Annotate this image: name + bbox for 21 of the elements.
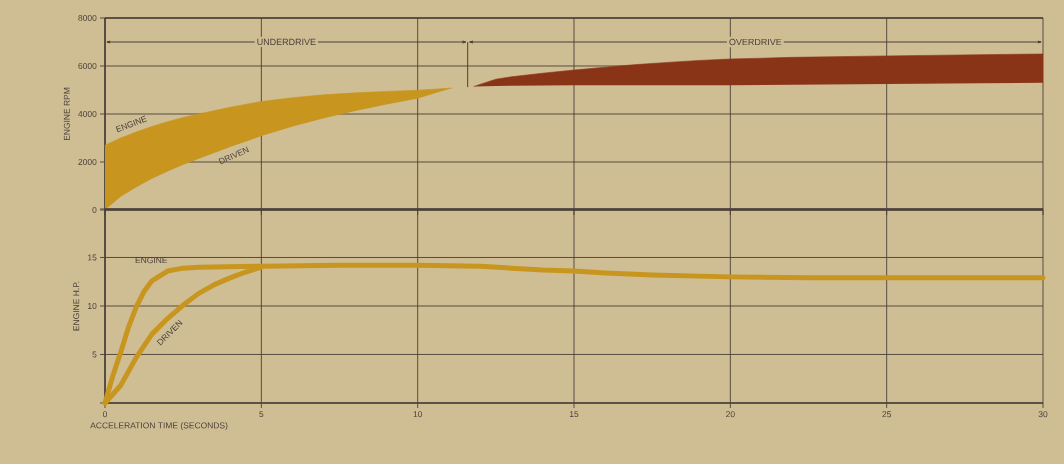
annotation: UNDERDRIVE bbox=[257, 38, 316, 46]
x-tick-label: 15 bbox=[569, 411, 579, 418]
x-tick-label: 5 bbox=[259, 411, 264, 418]
y-tick-label: 0 bbox=[92, 206, 97, 213]
y-tick-label: 10 bbox=[88, 302, 97, 309]
x-tick-label: 30 bbox=[1038, 411, 1048, 418]
y-tick-label: 15 bbox=[88, 254, 97, 261]
x-axis-title: ACCELERATION TIME (SECONDS) bbox=[90, 422, 228, 431]
y-tick-label: 4000 bbox=[78, 111, 97, 117]
y-axis-title: ENGINE RPM bbox=[63, 87, 70, 141]
y-tick-label: 8000 bbox=[78, 15, 97, 21]
x-tick-label: 20 bbox=[726, 411, 735, 418]
x-tick-label: 25 bbox=[882, 411, 892, 418]
y-axis-title: ENGINE H.P. bbox=[73, 281, 80, 331]
x-tick-label: 10 bbox=[413, 411, 423, 418]
series-label: ENGINE bbox=[135, 257, 168, 264]
y-tick-label: 6000 bbox=[78, 63, 97, 69]
x-tick-label: 0 bbox=[102, 411, 108, 418]
annotation: OVERDRIVE bbox=[729, 38, 782, 46]
y-tick-label: 2000 bbox=[78, 158, 97, 165]
y-tick-label: 5 bbox=[92, 351, 97, 358]
